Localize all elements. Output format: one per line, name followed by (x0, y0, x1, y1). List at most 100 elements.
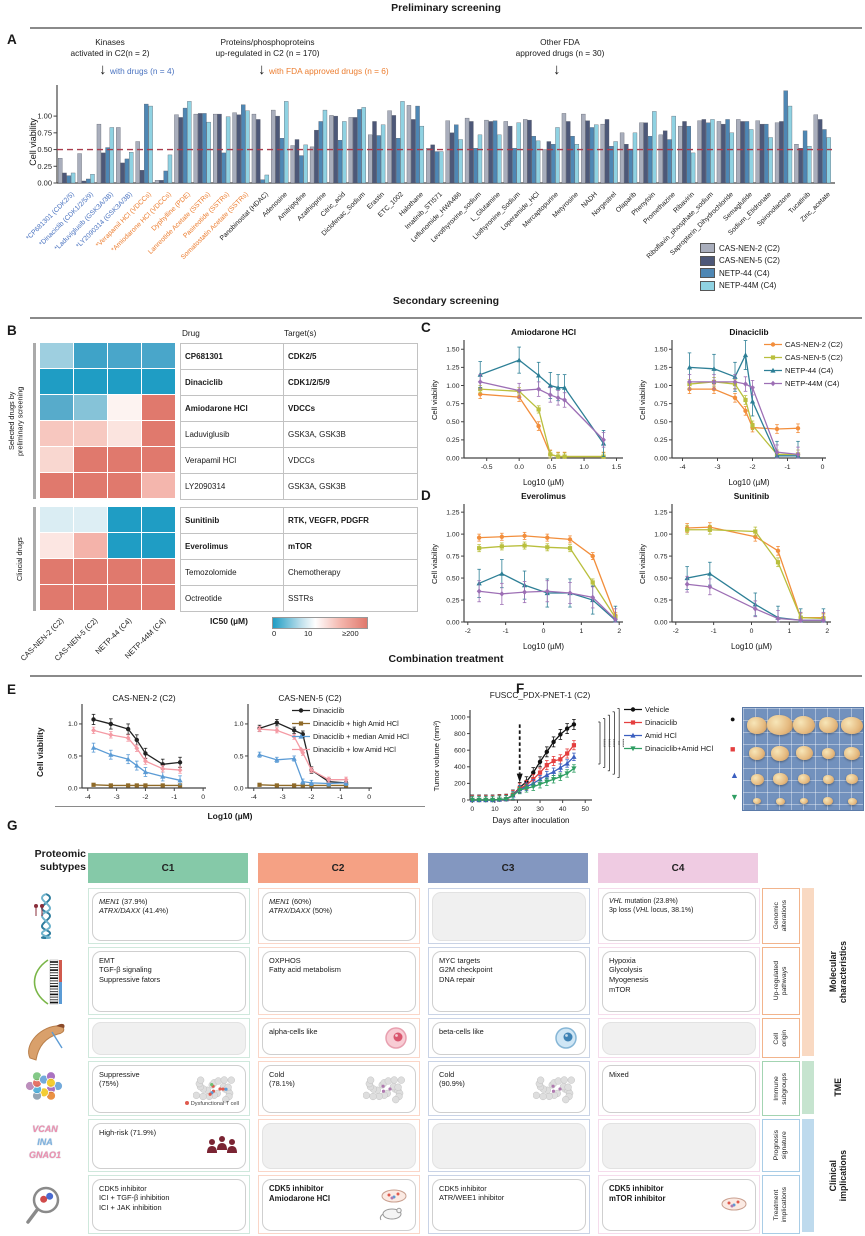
legend-item: CAS-NEN-2 (C2) (764, 340, 843, 349)
svg-text:1.0: 1.0 (579, 464, 589, 471)
tumor-sample (846, 774, 858, 784)
svg-text:0.75: 0.75 (446, 401, 459, 408)
ic50-gradient-bar (272, 617, 368, 629)
svg-text:0.50: 0.50 (37, 145, 52, 154)
svg-text:0: 0 (750, 628, 754, 635)
group-label: Clinical implications (827, 1149, 848, 1202)
subtype-cell: MEN1 (60%) ATRX/DAXX (50%) (258, 888, 420, 944)
tumor-sample (747, 716, 767, 734)
down-arrow-icon: ↓ (553, 61, 561, 78)
svg-text:Dinaciclib: Dinaciclib (729, 327, 768, 337)
subtype-column-header: C2 (258, 853, 418, 883)
svg-text:0.00: 0.00 (654, 619, 667, 626)
svg-text:-1: -1 (337, 794, 343, 801)
heatmap-cell (141, 506, 176, 533)
svg-text:1.25: 1.25 (446, 509, 459, 516)
heatmap-cell (39, 558, 74, 585)
svg-text:600: 600 (454, 747, 466, 754)
svg-text:20: 20 (514, 806, 522, 813)
heatmap-cell (141, 394, 176, 421)
legend-item: Dinaciclib + median Amid HCl (292, 732, 409, 741)
svg-text:400: 400 (454, 764, 466, 771)
svg-text:800: 800 (454, 731, 466, 738)
heatmap-cell (73, 420, 108, 447)
tumor-sample (823, 797, 833, 805)
svg-text:0.75: 0.75 (654, 553, 667, 560)
heatmap-cell (39, 368, 74, 395)
svg-text:10: 10 (491, 806, 499, 813)
ic50-legend-label: IC50 (µM) (210, 616, 248, 626)
svg-text:50: 50 (581, 806, 589, 813)
heatmap-cell (141, 558, 176, 585)
tumor-sample (793, 716, 815, 734)
svg-text:1000: 1000 (450, 714, 465, 721)
flow-other-line2: approved drugs (n = 30) (515, 47, 605, 58)
tumor-sample (750, 773, 764, 785)
amiodarone-dose-response-chart: 0.00 0.25 0.50 0.75 1.00 1.25 1.50 -0.5 0.0 0.5 1.… (430, 327, 623, 487)
svg-text:1.00: 1.00 (654, 383, 667, 390)
subtype-cell: Mixed (598, 1061, 760, 1116)
heatmap-cell (107, 532, 142, 559)
panel-e-xlabel: Log10 (µM) (207, 811, 253, 821)
panel-a-label: A (7, 32, 17, 47)
ic50-tick-label: 0 (272, 629, 277, 638)
tumor-sample (818, 717, 838, 733)
heatmap-cell (141, 472, 176, 499)
subtype-cell: beta-cells like (428, 1018, 590, 1058)
legend-item: NETP-44 (C4) (700, 268, 780, 278)
subtype-cell: MYC targets G2M checkpoint DNA repair (428, 947, 590, 1015)
svg-text:Days after inoculation: Days after inoculation (493, 816, 570, 825)
ic50-tick-label: ≥200 (342, 629, 359, 638)
heatmap-column-label: NETP-44 (C4) (93, 616, 134, 656)
tumor-sample (822, 774, 834, 784)
bar-chart-legend: CAS-NEN-2 (C2) CAS-NEN-5 (C2) NETP-44 (C4)… (700, 243, 780, 293)
divider (30, 317, 862, 319)
subtype-cell (598, 1018, 760, 1058)
flow-group-proteins: Proteins/phosphoproteins up-regulated in… (175, 37, 360, 59)
immune-cluster-gray-icon (363, 1075, 405, 1103)
svg-text:0.0: 0.0 (68, 785, 78, 792)
with-drugs-annotation: with drugs (n = 4) (110, 66, 175, 76)
svg-text:0.50: 0.50 (446, 575, 459, 582)
svg-text:CAS-NEN-2 (C2): CAS-NEN-2 (C2) (112, 693, 175, 703)
subtype-cell: Cold (90.9%) (428, 1061, 590, 1116)
subtype-cell: CDK5 inhibitor ATR/WEE1 inhibitor (428, 1175, 590, 1234)
ic50-tick-label: 10 (304, 629, 313, 638)
heatmap-cell (107, 584, 142, 611)
svg-text:1.0: 1.0 (234, 721, 244, 728)
svg-text:0: 0 (201, 794, 205, 801)
row-category-label: Up-regulated pathways (762, 947, 800, 1015)
svg-text:-1: -1 (784, 464, 790, 471)
svg-text:0.5: 0.5 (547, 464, 557, 471)
heatmap-cell (107, 506, 142, 533)
row-category-label: Treatment implications (762, 1175, 800, 1234)
svg-text:0.25: 0.25 (654, 597, 667, 604)
heatmap-cell (73, 506, 108, 533)
combination-chart-casnen2: 0.0 0.5 1.0 -4 -3 -2 -1 0 CAS-NEN-2 (C2) (68, 693, 206, 801)
group-strip (802, 1119, 814, 1232)
subtype-cell: CDK5 inhibitor ICI + TGF-β inhibition ICI … (88, 1175, 250, 1234)
combination-legend: Dinaciclib Dinaciclib + high Amid HCl Dina… (292, 706, 409, 758)
heatmap-cell (141, 368, 176, 395)
photo-row-marker: ● (730, 714, 736, 724)
down-arrow-icon: ↓ (258, 61, 266, 78)
svg-text:1.25: 1.25 (654, 365, 667, 372)
tumor-sample (798, 774, 810, 784)
legend-item: NETP-44 (C4) (764, 366, 843, 375)
svg-text:200: 200 (454, 781, 466, 788)
tumor-chart-legend: Vehicle Dinaciclib Amid HCl Dinaciclib+Amid… (624, 705, 713, 757)
section-header-preliminary: Preliminary screening (391, 2, 501, 14)
subtype-column-header: C4 (598, 853, 758, 883)
svg-text:-0.5: -0.5 (481, 464, 493, 471)
dna-icon (34, 893, 51, 939)
svg-text:-2: -2 (142, 794, 148, 801)
svg-text:-4: -4 (679, 464, 685, 471)
svg-text:1.00: 1.00 (446, 531, 459, 538)
tumor-sample (775, 797, 785, 805)
svg-text:40: 40 (559, 806, 567, 813)
drug-table-row: Laduviglusib GSK3A, GSK3B (180, 420, 418, 448)
heatmap-cell (107, 558, 142, 585)
alpha-cell-icon (385, 1027, 407, 1049)
svg-text:0: 0 (470, 806, 474, 813)
svg-text:-4: -4 (85, 794, 91, 801)
